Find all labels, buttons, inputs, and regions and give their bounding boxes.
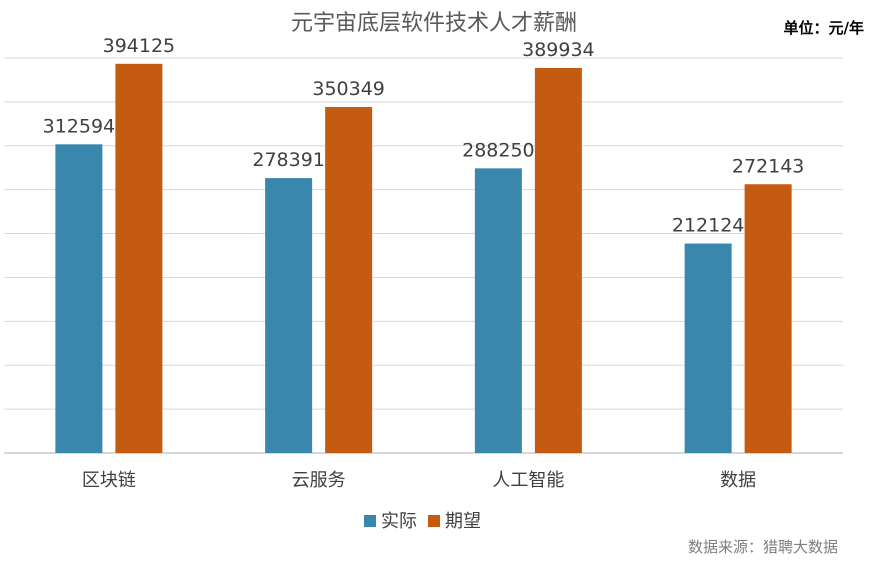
bar-期望-区块链 (115, 63, 163, 453)
legend-swatch (364, 515, 376, 527)
bars (55, 63, 792, 454)
bar-期望-人工智能 (534, 67, 582, 453)
bar-实际-区块链 (55, 144, 103, 454)
source-note: 数据来源：猎聘大数据 (688, 538, 838, 556)
category-label: 云服务 (292, 470, 346, 491)
chart-title: 元宇宙底层软件技术人才薪酬 (291, 11, 577, 36)
category-label: 区块链 (82, 470, 136, 491)
bar-实际-人工智能 (474, 168, 522, 453)
bar-期望-数据 (744, 184, 792, 453)
data-label: 350349 (312, 78, 385, 100)
data-label: 212124 (672, 215, 745, 237)
data-label: 389934 (522, 39, 595, 61)
bar-实际-云服务 (265, 178, 313, 454)
data-label: 288250 (462, 139, 535, 161)
legend-swatch (428, 515, 440, 527)
legend: 实际 期望 (364, 511, 481, 532)
legend-label: 实际 (381, 511, 417, 532)
data-label: 278391 (252, 149, 325, 171)
category-label: 人工智能 (492, 470, 564, 491)
bar-期望-云服务 (325, 107, 373, 453)
category-label: 数据 (720, 470, 756, 491)
data-label: 312594 (43, 115, 116, 137)
data-label: 272143 (732, 155, 805, 177)
category-labels: 区块链 云服务 人工智能 数据 (82, 470, 756, 491)
data-labels: 312594 394125 278391 350349 288250 389934 2121… (43, 35, 805, 237)
legend-label: 期望 (445, 511, 481, 532)
unit-label: 单位：元/年 (784, 19, 864, 37)
data-label: 394125 (103, 35, 176, 57)
bar-实际-数据 (684, 243, 732, 453)
